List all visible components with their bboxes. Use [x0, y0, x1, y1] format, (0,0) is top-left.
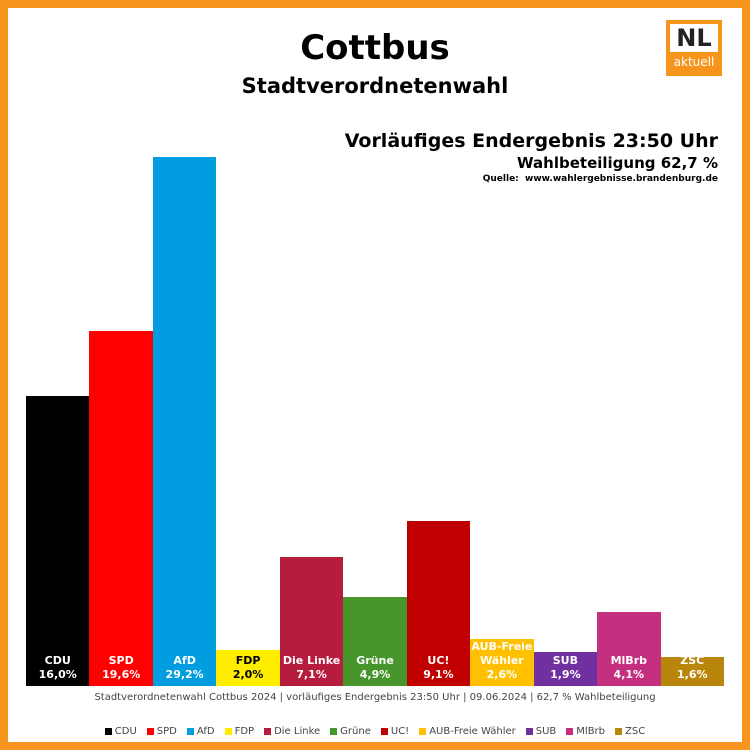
category-label: Die Linke	[282, 654, 341, 667]
legend-item: CDU	[104, 726, 137, 737]
bar-label: AUB-Freie Wähler 2,6%	[470, 640, 533, 682]
legend-swatch	[146, 728, 154, 735]
value-label: 19,6%	[102, 668, 141, 681]
legend-item: UC!	[380, 726, 410, 737]
value-label: 29,2%	[165, 668, 204, 681]
category-label: ZSC	[680, 654, 705, 667]
legend-swatch	[525, 728, 533, 735]
value-label: 4,1%	[613, 668, 645, 681]
legend-label: Grüne	[340, 726, 371, 737]
logo-text: NL	[670, 24, 718, 52]
category-label: MlBrb	[610, 654, 647, 667]
bar	[216, 649, 280, 686]
legend-label: AUB-Freie Wähler	[429, 726, 516, 737]
bar	[279, 557, 344, 686]
bar-label: FDP 2,0%	[216, 654, 279, 682]
legend-item: MlBrb	[566, 726, 605, 737]
legend-item: Grüne	[330, 726, 371, 737]
category-label: SPD	[108, 654, 134, 667]
legend-swatch	[186, 728, 194, 735]
chart-subtitle: Stadtverordnetenwahl	[241, 74, 509, 98]
legend-swatch	[615, 728, 623, 735]
bar	[660, 657, 724, 686]
turnout: Wahlbeteiligung 62,7 %	[517, 154, 718, 172]
legend-item: FDP	[224, 726, 255, 737]
footer: Stadtverordnetenwahl Cottbus 2024 | vorl…	[94, 692, 656, 703]
bar	[597, 611, 661, 686]
category-label: CDU	[44, 654, 71, 667]
legend-item: AfD	[186, 726, 215, 737]
bar	[343, 597, 407, 686]
category-label: Grüne	[356, 654, 394, 667]
bar-label: CDU 16,0%	[26, 654, 89, 682]
legend-swatch	[330, 728, 338, 735]
legend-label: Die Linke	[274, 726, 321, 737]
bar	[152, 157, 217, 686]
bar-label: ZSC 1,6%	[661, 654, 724, 682]
logo-text: aktuell	[673, 55, 715, 69]
bar-label: Die Linke 7,1%	[280, 654, 343, 682]
category-label: UC!	[427, 654, 450, 667]
bar-label: UC! 9,1%	[407, 654, 470, 682]
bar	[406, 521, 471, 686]
value-label: 7,1%	[296, 668, 327, 681]
chart-title: Cottbus	[300, 28, 450, 68]
legend-swatch	[419, 728, 427, 735]
value-label: 16,0%	[38, 668, 77, 681]
legend-label: MlBrb	[576, 726, 606, 737]
logo: NL aktuell	[666, 20, 722, 76]
legend-swatch	[380, 728, 388, 735]
legend-item: SUB	[525, 726, 557, 737]
bar	[89, 331, 153, 686]
bar	[533, 651, 598, 686]
legend-label: CDU	[114, 726, 137, 737]
value-label: 4,9%	[359, 668, 391, 681]
legend-swatch	[566, 728, 574, 735]
legend: CDU SPD AfD FDP Die Linke Grüne UC! AUB-Freie W…	[8, 726, 742, 737]
category-label: AUB-Freie Wähler	[471, 640, 533, 667]
value-label: 2,0%	[232, 668, 264, 681]
legend-label: AfD	[196, 726, 215, 737]
legend-label: FDP	[234, 726, 255, 737]
bar	[470, 638, 534, 686]
legend-label: SUB	[535, 726, 557, 737]
legend-swatch	[264, 728, 272, 735]
legend-swatch	[224, 728, 232, 735]
legend-item: AUB-Freie Wähler	[419, 726, 516, 737]
category-label: AfD	[173, 654, 196, 667]
bar-label: MlBrb 4,1%	[597, 654, 660, 682]
status: Vorläufiges Endergebnis 23:50 Uhr	[344, 130, 718, 152]
value-label: 2,6%	[486, 668, 518, 681]
legend-item: ZSC	[615, 726, 645, 737]
legend-swatch	[104, 728, 112, 735]
category-label: FDP	[235, 654, 261, 667]
legend-item: Die Linke	[264, 726, 320, 737]
legend-label: ZSC	[625, 726, 646, 737]
category-label: SUB	[552, 654, 578, 667]
value-label: 1,6%	[677, 668, 708, 681]
legend-label: UC!	[390, 726, 410, 737]
legend-label: SPD	[156, 726, 177, 737]
value-label: 1,9%	[550, 668, 581, 681]
bar-label: SPD 19,6%	[89, 654, 152, 682]
bar-label: Grüne 4,9%	[343, 654, 406, 682]
bar-label: AfD 29,2%	[153, 654, 216, 682]
bar	[26, 396, 90, 686]
bar-label: SUB 1,9%	[534, 654, 597, 682]
source: Quelle: www.wahlergebnisse.brandenburg.d…	[482, 174, 718, 184]
legend-item: SPD	[146, 726, 177, 737]
value-label: 9,1%	[423, 668, 454, 681]
